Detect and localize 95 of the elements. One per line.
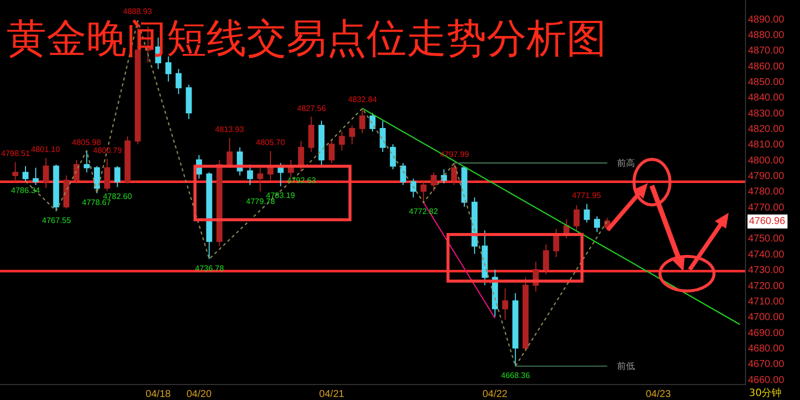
y-tick-label: 4660.00 [748, 374, 785, 386]
candlestick [42, 158, 49, 189]
y-tick-label: 4690.00 [748, 328, 785, 339]
annotation: 4800.79 [93, 146, 122, 155]
candlestick [176, 68, 182, 95]
candlestick [542, 244, 549, 275]
y-tick-label: 4710.00 [748, 296, 785, 308]
candlestick [512, 292, 518, 367]
candlestick [267, 150, 274, 181]
candlestick [482, 230, 488, 286]
candlestick [186, 84, 192, 120]
candlestick [165, 56, 172, 82]
candlestick [216, 159, 222, 247]
annotation: 4760.96 [749, 216, 786, 227]
candlestick [53, 164, 60, 212]
y-tick-label: 4890.00 [748, 14, 785, 26]
x-tick-label: 04/18 [146, 389, 172, 400]
candlestick [318, 120, 324, 167]
y-tick-label: 4840.00 [748, 92, 785, 104]
candlestick [278, 162, 284, 187]
candlestick [206, 172, 212, 260]
candlestick [22, 166, 29, 182]
candlestick [308, 116, 314, 153]
candlestick [502, 288, 508, 320]
y-tick-label: 4740.00 [748, 249, 785, 260]
candlestick [338, 131, 345, 151]
candlestick [410, 178, 416, 198]
candlestick [359, 108, 366, 134]
candlestick [94, 166, 100, 194]
candlestick [553, 228, 560, 258]
annotation: 4805.98 [72, 138, 102, 147]
candlestick [74, 159, 80, 184]
candlestick [298, 140, 304, 172]
candlestick [63, 175, 70, 209]
y-tick-label: 4720.00 [748, 280, 785, 292]
y-tick-label: 4780.00 [748, 186, 785, 198]
y-tick-label: 4820.00 [748, 124, 785, 136]
candlestick [380, 120, 386, 153]
y-tick-label: 4810.00 [748, 140, 785, 151]
y-tick-label: 4770.00 [748, 202, 785, 214]
candlestick [461, 166, 468, 208]
candlestick [84, 150, 90, 173]
annotation: 4782.60 [103, 192, 132, 201]
candlestick [594, 216, 600, 232]
candlestick [400, 162, 406, 186]
series-label: 前高 [617, 158, 635, 169]
series-label: 前低 [617, 361, 635, 372]
text: 30分钟 [749, 387, 782, 399]
candlestick [440, 168, 447, 184]
annotation: 4801.10 [31, 145, 60, 154]
candlestick [32, 167, 39, 186]
x-tick-label: 04/20 [186, 389, 212, 400]
x-tick-label: 04/21 [319, 389, 345, 400]
y-tick-label: 4750.00 [748, 234, 785, 245]
candlestick [522, 276, 529, 352]
y-tick-label: 4790.00 [748, 171, 785, 182]
annotation: 4832.84 [348, 95, 378, 104]
annotation: 4786.34 [11, 186, 40, 195]
x-tick-label: 04/22 [482, 389, 508, 400]
annotation: 4771.95 [572, 191, 602, 200]
annotation: 4779.78 [246, 197, 276, 206]
annotation: 4668.36 [501, 371, 530, 380]
candlestick [430, 172, 437, 192]
candlestick [390, 144, 396, 170]
annotation: 4778.67 [82, 198, 112, 207]
y-tick-label: 4800.00 [748, 155, 785, 166]
candlestick [114, 166, 120, 188]
annotation: 4827.56 [297, 104, 326, 113]
candlestick [349, 124, 356, 145]
y-tick-label: 4850.00 [748, 77, 785, 88]
annotation: 4888.93 [123, 7, 152, 16]
candlestick [420, 181, 427, 203]
y-tick-label: 4730.00 [748, 265, 785, 276]
y-tick-label: 4680.00 [748, 343, 785, 354]
candlestick [451, 162, 458, 186]
candlestick [574, 204, 580, 231]
y-tick-label: 4700.00 [748, 312, 785, 324]
candlestick [328, 140, 335, 164]
annotation: 4783.19 [266, 191, 296, 200]
candlestick [257, 167, 264, 192]
y-tick-label: 4670.00 [748, 359, 785, 370]
annotation: 4805.70 [256, 138, 286, 147]
y-tick-label: 4870.00 [748, 46, 785, 57]
annotation: 4813.93 [215, 125, 244, 134]
candlestick [584, 203, 590, 224]
annotation: 4798.51 [1, 149, 30, 158]
y-tick-label: 4830.00 [748, 108, 785, 120]
x-tick-label: 04/23 [646, 389, 672, 400]
candlestick [247, 164, 254, 186]
annotation: 4767.55 [42, 216, 72, 225]
candlestick [12, 162, 18, 182]
y-tick-label: 4860.00 [748, 61, 785, 72]
candlestick [124, 136, 131, 184]
y-tick-label: 4880.00 [748, 30, 785, 41]
candlestick [104, 158, 110, 192]
